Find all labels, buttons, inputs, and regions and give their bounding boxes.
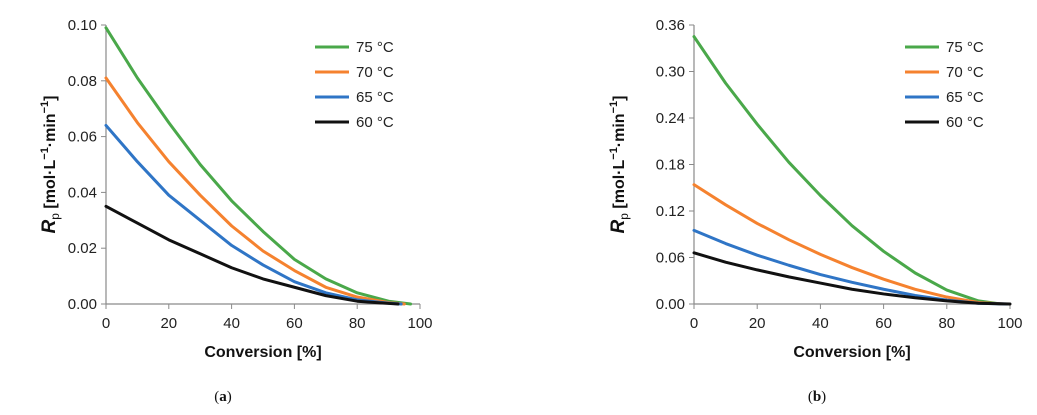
panel-a-y-tick-label: 0.10 xyxy=(68,17,97,34)
panel-a-x-axis-label: Conversion [%] xyxy=(204,344,321,361)
panel-b-y-label-part: [mol·L xyxy=(611,160,628,214)
panel-a-x-tick-label: 20 xyxy=(160,315,177,332)
panel-b-x-tick-label: 80 xyxy=(938,315,955,332)
panel-b-series-line-1 xyxy=(692,183,1006,306)
panel-b-x-axis-label: Conversion [%] xyxy=(793,344,910,361)
panel-a-legend-label-0: 75 °C xyxy=(356,39,394,56)
panel-b-x-tick-label: 0 xyxy=(690,315,698,332)
panel-b-y-label-part: −1 xyxy=(608,101,620,114)
panel-a-legend-label-2: 65 °C xyxy=(356,89,394,106)
panel-b-y-tick-label: 0.30 xyxy=(656,64,685,81)
panel-b-y-axis-label: Rp [mol·L−1·min−1] xyxy=(608,96,631,234)
panel-a-legend-label-1: 70 °C xyxy=(356,64,394,81)
panel-a-y-label-part: −1 xyxy=(39,147,51,160)
panel-b-caption: (b) xyxy=(808,389,826,405)
panel-b-legend-label-1: 70 °C xyxy=(946,64,984,81)
panel-b-y-label-part: −1 xyxy=(608,147,620,160)
panel-b-x-tick-label: 60 xyxy=(875,315,892,332)
panel-a-y-label-part: R xyxy=(39,219,60,233)
panel-a-y-label-part: p xyxy=(48,213,62,220)
panel-b-caption-part: b xyxy=(813,389,821,405)
panel-b-series-line-3 xyxy=(692,251,1012,306)
panel-b-y-label-part: p xyxy=(617,213,631,220)
panel-b-y-tick-label: 0.00 xyxy=(656,296,685,313)
panel-a-y-label-part: ·min xyxy=(42,113,59,147)
panel-b-y-tick-label: 0.24 xyxy=(656,110,685,127)
panel-a-x-tick-label: 60 xyxy=(286,315,303,332)
panel-a-series-line-0 xyxy=(104,26,413,306)
panel-a-y-axis-label: Rp [mol·L−1·min−1] xyxy=(39,96,62,234)
panel-a-y-label-part: −1 xyxy=(39,101,51,114)
panel-b-y-tick-label: 0.18 xyxy=(656,157,685,174)
panel-a-y-tick-label: 0.00 xyxy=(68,296,97,313)
panel-b-legend-label-0: 75 °C xyxy=(946,39,984,56)
panel-a-caption-part: ( xyxy=(214,389,219,405)
panel-a-x-tick-label: 100 xyxy=(407,315,432,332)
panel-a-chart: 0.00 0.02 0.04 0.06 0.08 0.10 0 20 40 60 80 100 Conv… xyxy=(39,17,433,405)
panel-b-x-tick-label: 40 xyxy=(812,315,829,332)
panel-b-y-label-part: ] xyxy=(611,96,628,101)
panel-a-caption: (a) xyxy=(214,389,232,405)
panel-a-x-tick-label: 40 xyxy=(223,315,240,332)
panel-a-x-tick-label: 0 xyxy=(102,315,110,332)
panel-b-y-tick-label: 0.06 xyxy=(656,250,685,267)
panel-b-y-tick-label: 0.12 xyxy=(656,203,685,220)
panel-a-caption-part: ) xyxy=(227,389,232,405)
panel-b-chart: 0.00 0.06 0.12 0.18 0.24 0.30 0.36 0 20 40 60 80 100… xyxy=(608,17,1023,405)
panel-b-y-label-part: ·min xyxy=(611,113,628,147)
panel-b-y-tick-label: 0.36 xyxy=(656,17,685,34)
panel-a-series-line-3 xyxy=(104,204,400,306)
panel-a-y-tick-label: 0.08 xyxy=(68,73,97,90)
panel-a-legend-label-3: 60 °C xyxy=(356,114,394,131)
panel-b-legend-label-2: 65 °C xyxy=(946,89,984,106)
panel-a-y-tick-label: 0.04 xyxy=(68,184,97,201)
panel-a-y-label-part: ] xyxy=(42,96,59,101)
panel-b-caption-part: ) xyxy=(821,389,826,405)
panel-a-series-line-1 xyxy=(104,76,406,306)
panel-a-y-label-part: [mol·L xyxy=(42,160,59,214)
panel-a-y-tick-label: 0.06 xyxy=(68,129,97,146)
panel-b-series-line-0 xyxy=(692,35,1003,306)
panel-b-caption-part: ( xyxy=(808,389,813,405)
panel-a-caption-part: a xyxy=(219,389,227,405)
panel-b-x-tick-label: 100 xyxy=(997,315,1022,332)
panel-b-y-label-part: R xyxy=(608,219,629,233)
panel-a-x-tick-label: 80 xyxy=(349,315,366,332)
panel-a-y-tick-label: 0.02 xyxy=(68,240,97,257)
panel-a-series-line-2 xyxy=(104,123,403,306)
panel-b-x-tick-label: 20 xyxy=(749,315,766,332)
panel-b-legend-label-3: 60 °C xyxy=(946,114,984,131)
